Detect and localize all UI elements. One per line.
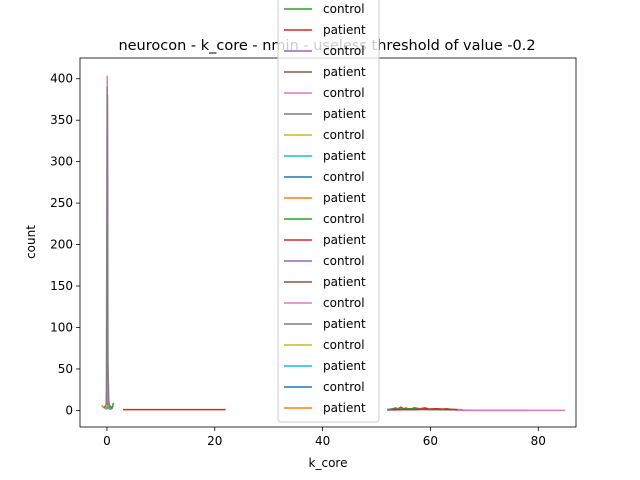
y-axis: 0 50 100 150 200 250 300 350 400 [50,72,80,417]
x-tick-label: 40 [315,434,330,448]
series-line-8 [105,86,112,411]
series-line-15 [392,408,458,411]
legend-label: control [323,86,365,100]
legend-label: patient [323,23,366,37]
legend-label: patient [323,107,366,121]
legend-label: control [323,338,365,352]
y-axis-label: count [24,225,38,259]
y-tick-label: 0 [65,403,73,417]
legend-label: control [323,212,365,226]
x-axis: 0 20 40 60 80 [103,427,546,448]
legend-label: control [323,44,365,58]
legend-label: patient [323,401,366,415]
legend-label: patient [323,149,366,163]
y-tick-label: 400 [50,72,73,86]
legend-label: control [323,170,365,184]
legend-label: patient [323,317,366,331]
legend-label: control [323,254,365,268]
legend-label: control [323,380,365,394]
legend-label: control [323,296,365,310]
legend-box [277,0,380,423]
y-tick-label: 50 [58,362,73,376]
y-tick-label: 250 [50,196,73,210]
legend: control patient control patient control patie… [277,0,380,423]
series-layer [101,75,566,412]
legend-label: control [323,128,365,142]
x-tick-label: 80 [531,434,546,448]
series-line-10 [105,406,110,411]
legend-label: control [323,2,365,16]
x-tick-label: 20 [207,434,222,448]
x-axis-label: k_core [309,456,348,470]
legend-label: patient [323,233,366,247]
x-tick-label: 0 [103,434,111,448]
legend-label: patient [323,359,366,373]
y-tick-label: 350 [50,113,73,127]
legend-label: patient [323,65,366,79]
legend-label: patient [323,275,366,289]
y-tick-label: 150 [50,279,73,293]
y-tick-label: 100 [50,320,73,334]
y-tick-label: 200 [50,238,73,252]
x-tick-label: 60 [423,434,438,448]
legend-label: patient [323,191,366,205]
y-tick-label: 300 [50,155,73,169]
